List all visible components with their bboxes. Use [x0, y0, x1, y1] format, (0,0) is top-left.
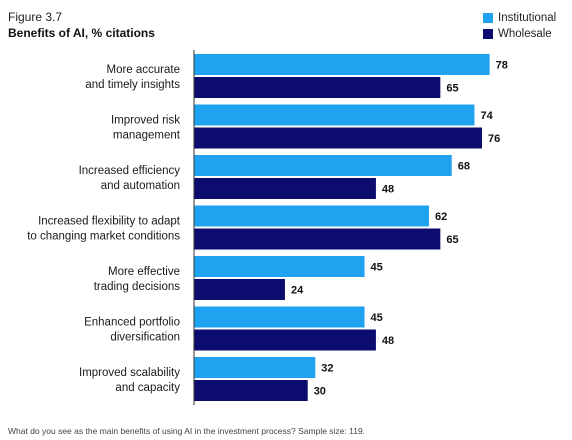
bar-wholesale-0 [194, 77, 441, 98]
footnote: What do you see as the main benefits of … [8, 426, 366, 436]
data-label-institutional-1: 74 [480, 110, 493, 122]
bar-wholesale-6 [194, 380, 308, 401]
data-label-institutional-3: 62 [435, 211, 447, 223]
category-label-1: Improved risk management [111, 115, 181, 142]
category-label-3: Increased flexibility to adapt to changin… [27, 216, 181, 243]
data-label-institutional-5: 45 [371, 312, 383, 324]
data-label-wholesale-2: 48 [382, 184, 394, 196]
bar-wholesale-2 [194, 178, 376, 199]
bar-institutional-4 [194, 256, 365, 277]
data-label-wholesale-0: 65 [446, 83, 458, 95]
figure-label: Figure 3.7 [8, 10, 63, 24]
bar-wholesale-4 [194, 279, 285, 300]
data-label-institutional-2: 68 [458, 161, 470, 173]
category-label-6: Improved scalability and capacity [79, 367, 180, 394]
data-label-institutional-4: 45 [371, 262, 383, 274]
bar-institutional-0 [194, 54, 490, 75]
category-label-5: Enhanced portfolio diversification [84, 317, 180, 344]
category-label-0: More accurate and timely insights [85, 64, 180, 91]
bar-institutional-6 [194, 357, 316, 378]
bar-institutional-2 [194, 155, 452, 176]
legend-label-institutional: Institutional [498, 12, 557, 24]
bar-chart: 78 65 More accurate and timely insights 74 76… [27, 50, 508, 405]
category-label-2: Increased efficiency and automation [79, 165, 181, 192]
data-label-institutional-6: 32 [321, 363, 333, 375]
legend: Institutional Wholesale [483, 10, 556, 42]
bar-institutional-1 [194, 104, 475, 126]
data-label-institutional-0: 78 [496, 60, 508, 72]
bar-wholesale-3 [194, 228, 441, 250]
data-label-wholesale-5: 48 [382, 335, 394, 347]
legend-item-institutional: Institutional [483, 10, 556, 26]
category-label-4: More effective trading decisions [94, 266, 181, 293]
data-label-wholesale-1: 76 [488, 133, 500, 145]
legend-label-wholesale: Wholesale [498, 28, 552, 40]
data-label-wholesale-4: 24 [291, 285, 304, 297]
bar-wholesale-5 [194, 329, 376, 351]
legend-swatch-institutional [483, 13, 493, 23]
legend-item-wholesale: Wholesale [483, 26, 556, 42]
chart-title: Benefits of AI, % citations [8, 26, 155, 40]
legend-swatch-wholesale [483, 29, 493, 39]
data-label-wholesale-6: 30 [314, 386, 326, 398]
data-label-wholesale-3: 65 [446, 234, 458, 246]
bar-wholesale-1 [194, 127, 483, 149]
bar-institutional-3 [194, 205, 429, 227]
bar-institutional-5 [194, 306, 365, 328]
